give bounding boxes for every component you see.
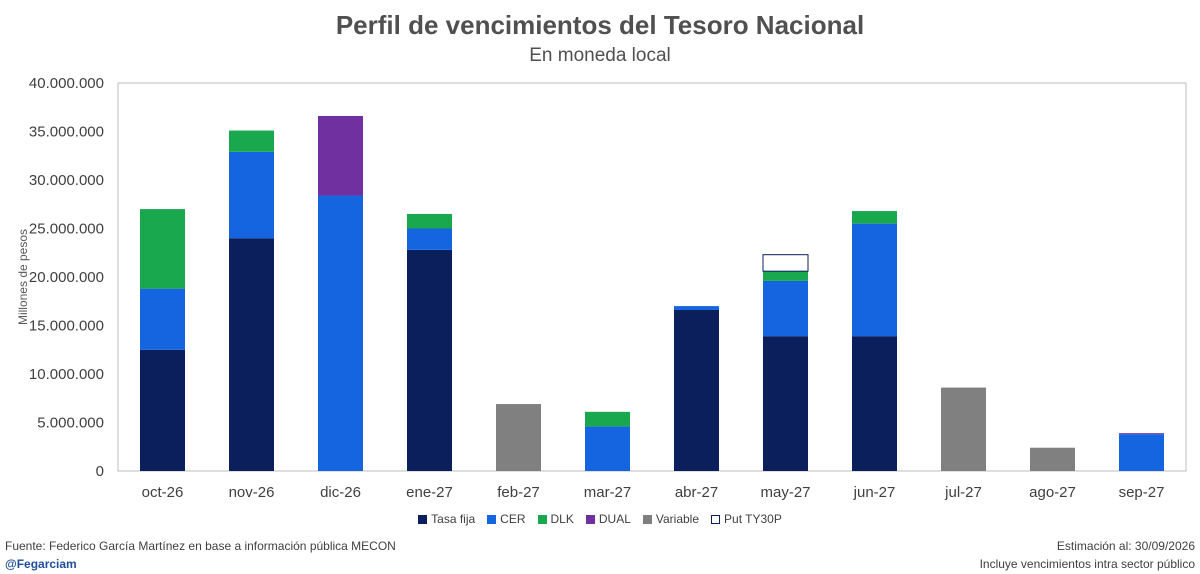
- bar-segment: [407, 249, 452, 471]
- bar-segment: [941, 387, 986, 471]
- chart-subtitle: En moneda local: [529, 45, 671, 66]
- bar-segment: [1030, 447, 1075, 471]
- bar-segment: [318, 195, 363, 471]
- bar-segment: [229, 151, 274, 239]
- bar-segment: [1119, 433, 1164, 435]
- legend-item: Put TY30P: [711, 512, 782, 526]
- bar-segment: [318, 115, 363, 196]
- x-tick-label: jul-27: [944, 484, 982, 501]
- legend-swatch: [487, 514, 497, 524]
- x-tick-label: jun-27: [853, 484, 896, 501]
- legend-item: DLK: [537, 512, 574, 526]
- legend-swatch: [711, 514, 721, 524]
- bar-segment: [762, 254, 809, 272]
- bar-segment: [229, 130, 274, 152]
- footer-handle[interactable]: @Fegarciam: [5, 557, 77, 571]
- plot-area: [117, 82, 1187, 472]
- bar-segment: [140, 288, 185, 350]
- y-tick-label: 10.000.000: [29, 366, 104, 383]
- bar-segment: [140, 209, 185, 289]
- x-tick-label: oct-26: [142, 484, 184, 501]
- x-tick-labels: oct-26 nov-26 dic-26 ene-27 feb-27 mar-27 abr-…: [142, 484, 1165, 501]
- legend-swatch: [537, 514, 547, 524]
- bar-segment: [852, 336, 897, 471]
- legend-label: DLK: [550, 512, 574, 526]
- y-tick-labels: 0 5.000.000 10.000.000 15.000.000 20.000.000…: [29, 75, 104, 480]
- legend-label: Put TY30P: [724, 512, 782, 526]
- legend-swatch: [585, 514, 595, 524]
- bar-segment: [852, 211, 897, 224]
- bar-segment: [674, 306, 719, 310]
- legend-item: DUAL: [585, 512, 631, 526]
- x-tick-label: may-27: [760, 484, 810, 501]
- legend-swatch: [642, 514, 652, 524]
- bar-segment: [140, 349, 185, 471]
- y-tick-label: 35.000.000: [29, 124, 104, 141]
- bar-segment: [496, 404, 541, 471]
- bar-segment: [407, 213, 452, 229]
- bar-segment: [674, 309, 719, 471]
- legend-swatch: [418, 514, 428, 524]
- x-tick-label: mar-27: [584, 484, 632, 501]
- y-tick-label: 40.000.000: [29, 75, 104, 92]
- footer-source: Fuente: Federico García Martínez en base…: [5, 539, 396, 553]
- chart-title: Perfil de vencimientos del Tesoro Nacion…: [335, 10, 865, 40]
- x-tick-label: sep-27: [1119, 484, 1165, 501]
- legend: Tasa fija CER DLK DUAL Variable Put TY30P: [0, 512, 1200, 526]
- legend-item: CER: [487, 512, 526, 526]
- y-tick-label: 5.000.000: [37, 415, 104, 432]
- legend-label: DUAL: [598, 512, 631, 526]
- bar-segment: [763, 336, 808, 471]
- bar-segment: [852, 223, 897, 337]
- x-tick-label: feb-27: [497, 484, 540, 501]
- footer-date: Estimación al: 30/09/2026: [1056, 539, 1195, 553]
- bar-segment: [407, 228, 452, 250]
- y-tick-label: 25.000.000: [29, 221, 104, 238]
- x-tick-label: dic-26: [320, 484, 361, 501]
- x-tick-label: abr-27: [675, 484, 718, 501]
- x-tick-label: nov-26: [229, 484, 275, 501]
- footer-note: Incluye vencimientos intra sector públic…: [979, 557, 1195, 571]
- bars-group: [140, 115, 1164, 471]
- x-tick-label: ene-27: [406, 484, 453, 501]
- legend-item: Variable: [642, 512, 700, 526]
- x-tick-label: ago-27: [1029, 484, 1076, 501]
- y-tick-label: 15.000.000: [29, 318, 104, 335]
- legend-label: Variable: [655, 512, 700, 526]
- legend-label: Tasa fija: [431, 512, 476, 526]
- legend-label: CER: [500, 512, 526, 526]
- bar-segment: [763, 280, 808, 337]
- y-tick-label: 20.000.000: [29, 269, 104, 286]
- bar-segment: [1119, 434, 1164, 471]
- bar-segment: [585, 426, 630, 471]
- y-tick-label: 0: [96, 463, 104, 480]
- y-axis-label: Millones de pesos: [16, 229, 30, 325]
- bar-segment: [585, 411, 630, 427]
- bar-segment: [763, 271, 808, 281]
- bar-segment: [229, 238, 274, 471]
- legend-item: Tasa fija: [418, 512, 475, 526]
- y-tick-label: 30.000.000: [29, 172, 104, 189]
